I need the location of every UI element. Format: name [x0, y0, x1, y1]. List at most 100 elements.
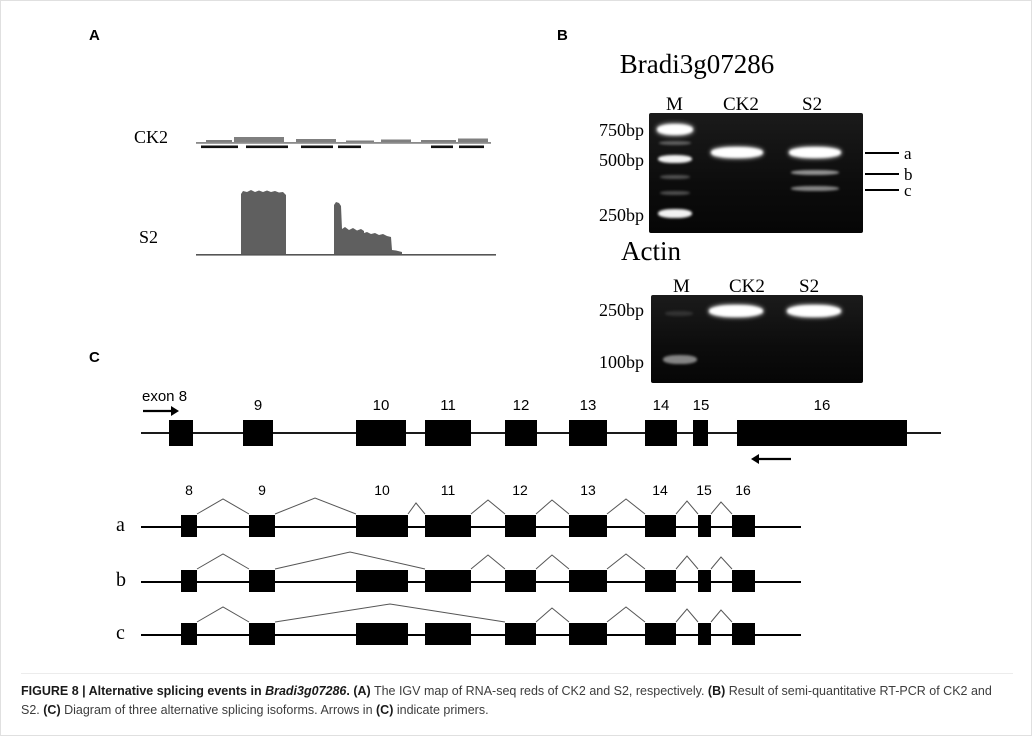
gel1-ladder-750-band — [657, 124, 693, 135]
isoform-exon-box — [569, 623, 607, 645]
gel1-lane-ck2-label: CK2 — [723, 94, 759, 115]
isoform-exon-box — [356, 623, 408, 645]
exon-box — [169, 420, 193, 446]
exon-box — [505, 420, 537, 446]
track-s2-label: S2 — [139, 227, 159, 247]
isoform-exon-box — [732, 623, 755, 645]
gene-gel-image — [649, 113, 863, 233]
gene-backbone-line — [141, 432, 941, 434]
isoform-exon-box — [698, 515, 711, 537]
band-c-pointer-line — [865, 189, 899, 191]
panel-a-label: A — [89, 27, 100, 44]
band-b-pointer-line — [865, 173, 899, 175]
isoform-exon-box — [645, 515, 676, 537]
isoform-exon-number: 10 — [374, 482, 390, 498]
panel-b-label: B — [557, 27, 568, 44]
exon-number: 15 — [692, 397, 710, 414]
isoform-c-backbone-line — [141, 634, 801, 636]
gel1-s2-band-b — [791, 170, 839, 175]
exon-box — [737, 420, 907, 446]
isoform-c-label: c — [116, 622, 125, 644]
isoform-exon-box — [505, 623, 536, 645]
exon-8-start-label: exon 8 — [142, 388, 188, 405]
gel2-lane-s2-label: S2 — [799, 276, 820, 297]
gel2-lane-ck2-label: CK2 — [729, 276, 765, 297]
isoform-exon-number: 8 — [185, 482, 193, 498]
caption-segment: (A) — [353, 684, 371, 698]
gel1-marker-500bp: 500bp — [599, 150, 644, 170]
band-c-label: c — [904, 181, 912, 200]
isoform-exon-box — [732, 515, 755, 537]
track-ck2-label: CK2 — [134, 127, 169, 147]
exon-number: 12 — [512, 397, 530, 414]
isoform-exon-box — [249, 623, 275, 645]
gel1-ladder-400-band — [660, 175, 690, 179]
gel1-ladder-300-band — [660, 191, 690, 195]
exon-number: 16 — [813, 397, 831, 414]
gel2-ladder-upper-band — [665, 311, 693, 316]
isoform-c-splice-junctions — [196, 603, 733, 623]
caption-segment: The IGV map of RNA-seq reds of CK2 and S… — [370, 684, 708, 698]
isoform-exon-box — [181, 515, 197, 537]
igv-track-s2 — [196, 190, 496, 256]
gel1-lane-m-label: M — [666, 94, 683, 115]
gene-gel-title: Bradi3g07286 — [619, 49, 775, 79]
isoform-exon-box — [732, 570, 755, 592]
isoform-exon-number: 15 — [696, 482, 712, 498]
isoform-b-splice-junctions — [196, 551, 733, 570]
caption-segment: (C) — [43, 703, 61, 718]
gel2-lane-m-label: M — [673, 276, 690, 297]
isoform-exon-box — [425, 515, 471, 537]
gel2-s2-band — [787, 305, 841, 317]
isoform-exon-box — [569, 515, 607, 537]
gel1-marker-750bp: 750bp — [599, 120, 644, 140]
isoform-exon-box — [181, 623, 197, 645]
isoform-b-label: b — [116, 569, 126, 591]
caption-segment: Bradi3g07286 — [265, 684, 347, 698]
isoform-exon-box — [645, 623, 676, 645]
igv-track-ck2 — [196, 137, 491, 149]
band-b-label: b — [904, 165, 913, 184]
band-a-label: a — [904, 144, 912, 163]
isoform-exon-number: 16 — [735, 482, 751, 498]
isoform-exon-box — [425, 623, 471, 645]
isoform-b-backbone-line — [141, 581, 801, 583]
exon-number: 13 — [579, 397, 597, 414]
caption-segment: Diagram of three alternative splicing is… — [60, 703, 377, 718]
isoform-exon-box — [505, 515, 536, 537]
isoform-exon-number: 9 — [258, 482, 266, 498]
isoform-exon-number: 11 — [440, 482, 456, 498]
exon-box — [356, 420, 406, 446]
gel1-ladder-600-band — [659, 141, 691, 145]
exon-number: 11 — [440, 397, 456, 414]
caption-segment: (C) — [376, 703, 394, 718]
isoform-exon-box — [249, 570, 275, 592]
isoform-exon-box — [425, 570, 471, 592]
band-a-pointer-line — [865, 152, 899, 154]
gel2-marker-100bp: 100bp — [599, 352, 644, 372]
isoform-exon-box — [698, 570, 711, 592]
exon-box — [645, 420, 677, 446]
caption-segment: Result of semi-quantitative RT-PCR of CK… — [21, 684, 992, 718]
isoform-exon-box — [505, 570, 536, 592]
isoform-a-splice-junctions — [196, 497, 733, 515]
exon-box — [243, 420, 273, 446]
caption-segment: indicate primers. — [393, 703, 489, 718]
exon-box — [693, 420, 708, 446]
exon-number: 14 — [652, 397, 670, 414]
gel2-marker-250bp: 250bp — [599, 300, 644, 320]
isoform-a-backbone-line — [141, 526, 801, 528]
reverse-primer-arrow-icon — [751, 454, 791, 464]
isoform-exon-box — [181, 570, 197, 592]
gel1-ladder-500-band — [658, 155, 692, 163]
caption-segment: FIGURE 8 | Alternative splicing events i… — [21, 684, 266, 698]
isoform-exon-box — [569, 570, 607, 592]
gel2-ck2-band — [709, 305, 763, 317]
isoform-exon-number: 14 — [652, 482, 668, 498]
gel1-s2-band-c — [791, 186, 839, 191]
figure-caption: FIGURE 8 | Alternative splicing events i… — [21, 673, 1013, 721]
exon-number: 10 — [372, 397, 390, 414]
forward-primer-arrow-icon — [143, 406, 179, 416]
gel1-ladder-250-band — [658, 209, 692, 218]
